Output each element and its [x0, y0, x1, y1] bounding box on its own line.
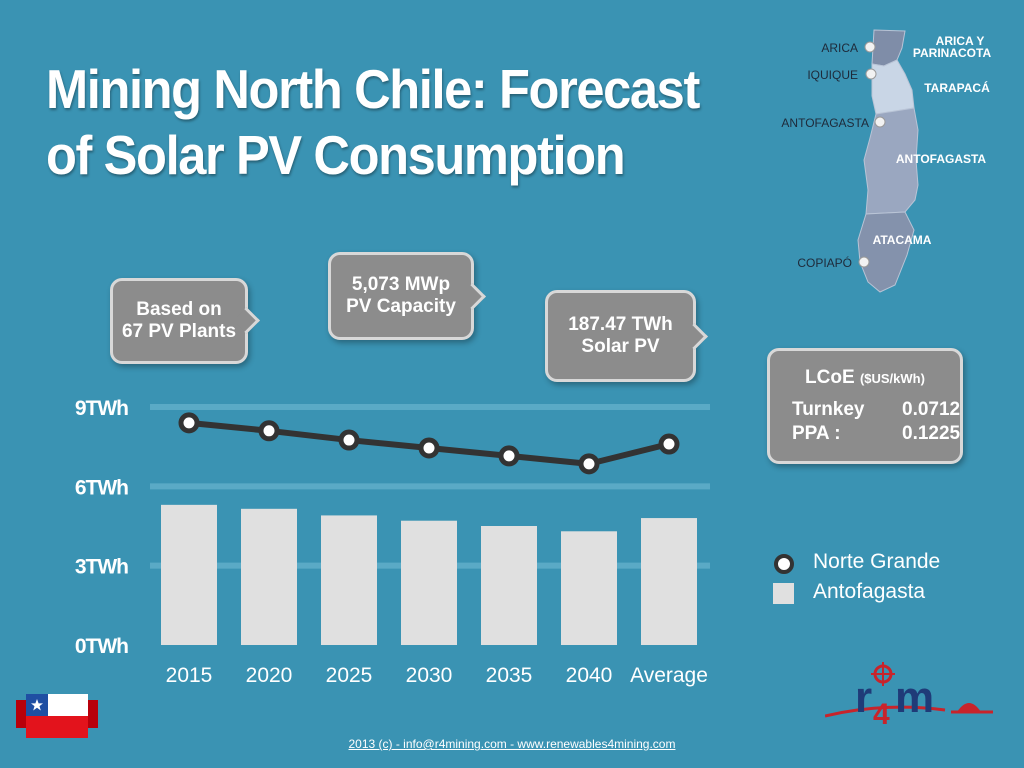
x-tick-label: 2025 — [326, 664, 373, 687]
bar — [401, 520, 457, 645]
line-point — [338, 429, 360, 451]
x-tick-label: 2035 — [486, 664, 533, 687]
x-tick-label: Average — [630, 664, 708, 687]
city-marker-arica — [864, 41, 876, 53]
callout-pv-capacity: 5,073 MWp PV Capacity — [328, 252, 486, 340]
x-tick-label: 2020 — [246, 664, 293, 687]
region-label-tarapaca: TARAPACÁ — [924, 80, 990, 95]
chile-flag-icon — [16, 694, 98, 738]
r4m-logo: r 4 m — [825, 662, 993, 728]
title-line-1: Mining North Chile: Forecast — [46, 58, 700, 120]
x-tick-label: 2015 — [166, 664, 213, 687]
lcoe-title: LCoE ($US/kWh) — [770, 367, 960, 389]
city-marker-copiapo — [858, 256, 870, 268]
line-point — [258, 420, 280, 442]
line-point — [578, 453, 600, 475]
callout-solar-energy-line-2: Solar PV — [581, 336, 660, 357]
page-title: Mining North Chile: Forecast of Solar PV… — [46, 56, 727, 188]
lcoe-row-turnkey: Turnkey 0.0712 — [792, 399, 960, 421]
svg-text:r: r — [855, 673, 872, 722]
chile-north-map: ARICA IQUIQUE ANTOFAGASTA COPIAPÓ ARICA … — [781, 29, 992, 293]
callout-solar-energy-line-1: 187.47 TWh — [568, 314, 673, 335]
region-label-arica-1: ARICA Y — [936, 34, 985, 48]
y-tick-label: 3TWh — [75, 556, 128, 579]
city-label-iquique: IQUIQUE — [807, 68, 858, 82]
region-antofagasta — [863, 107, 919, 215]
bar — [321, 515, 377, 645]
y-tick-label: 6TWh — [75, 476, 128, 499]
callout-pv-capacity-line-1: 5,073 MWp — [351, 274, 451, 295]
callout-pv-plants-line-1: Based on — [136, 299, 222, 320]
lcoe-label: Turnkey — [792, 399, 865, 420]
y-tick-label: 9TWh — [75, 397, 128, 420]
line-point — [418, 437, 440, 459]
lcoe-row-ppa: PPA : 0.1225 — [792, 423, 960, 445]
lcoe-value: 0.0712 — [902, 399, 961, 420]
lcoe-value: 0.1225 — [902, 423, 961, 444]
x-tick-label: 2030 — [406, 664, 453, 687]
city-label-arica: ARICA — [821, 41, 858, 55]
svg-text:m: m — [895, 673, 934, 722]
legend-label-norte-grande: Norte Grande — [813, 550, 941, 573]
lcoe-box: LCoE ($US/kWh) Turnkey 0.0712 PPA : 0.12… — [767, 348, 963, 464]
lcoe-unit: ($US/kWh) — [859, 371, 925, 386]
region-label-atacama: ATACAMA — [873, 233, 932, 247]
lcoe-title-label: LCoE — [805, 367, 855, 388]
bar — [561, 531, 617, 645]
line-point — [178, 412, 200, 434]
line-point — [498, 445, 520, 467]
region-atacama — [857, 211, 915, 293]
line-point — [658, 433, 680, 455]
region-tarapaca — [871, 59, 915, 115]
legend-label-antofagasta: Antofagasta — [813, 580, 926, 603]
city-marker-iquique — [865, 68, 877, 80]
bar — [641, 518, 697, 645]
bar — [481, 526, 537, 645]
callout-pv-plants: Based on 67 PV Plants — [110, 278, 260, 364]
bar — [241, 508, 297, 645]
bar — [161, 504, 217, 645]
region-label-arica-2: PARINACOTA — [913, 46, 992, 60]
city-marker-antofagasta — [874, 116, 886, 128]
svg-text:4: 4 — [873, 698, 890, 728]
city-label-antofagasta: ANTOFAGASTA — [781, 116, 869, 130]
legend-item-antofagasta: Antofagasta — [773, 580, 993, 606]
callout-pv-plants-line-2: 67 PV Plants — [121, 321, 237, 342]
title-line-2: of Solar PV Consumption — [46, 124, 626, 186]
callout-solar-energy: 187.47 TWh Solar PV — [545, 290, 708, 382]
region-label-antofagasta: ANTOFAGASTA — [896, 152, 987, 166]
footer-contact[interactable]: 2013 (c) - info@r4mining.com - www.renew… — [348, 737, 676, 751]
x-tick-label: 2040 — [566, 664, 613, 687]
lcoe-label: PPA : — [792, 423, 841, 444]
callout-pv-capacity-line-2: PV Capacity — [346, 296, 456, 317]
y-tick-label: 0TWh — [75, 635, 128, 658]
legend-line-marker-icon — [774, 554, 794, 574]
city-label-copiapo: COPIAPÓ — [797, 255, 852, 270]
legend-item-norte-grande: Norte Grande — [773, 550, 993, 576]
legend-bar-swatch — [773, 583, 794, 604]
